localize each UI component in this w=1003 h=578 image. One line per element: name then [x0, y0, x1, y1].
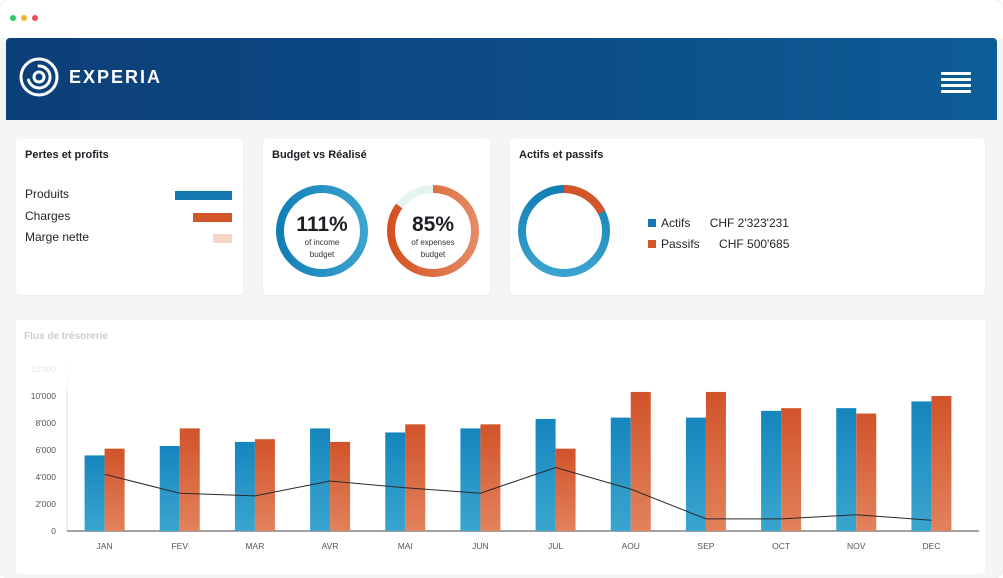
- bar-entrees-mai: [385, 432, 406, 531]
- x-tick-label: MAR: [245, 541, 264, 551]
- bar-sorties-oct: [781, 408, 802, 531]
- x-tick-label: AOU: [622, 541, 640, 551]
- x-tick-label: FEV: [171, 541, 188, 551]
- actifs-legend-swatch: [648, 219, 656, 227]
- bar-entrees-avr: [310, 428, 331, 531]
- bar-sorties-mai: [405, 424, 426, 531]
- actifs-legend: Actifs CHF 2'323'231: [648, 216, 789, 230]
- bar-entrees-fev: [159, 445, 180, 531]
- bar-sorties-avr: [330, 441, 351, 531]
- income-line2: budget: [309, 250, 335, 259]
- passifs-value: CHF 500'685: [719, 237, 790, 251]
- actifs-passifs-donut: [518, 185, 610, 277]
- window-maximize-dot[interactable]: [32, 15, 38, 21]
- x-tick-label: DEC: [922, 541, 940, 551]
- flux-header-fade: [16, 320, 985, 390]
- actifs-passifs-title: Actifs et passifs: [519, 149, 604, 161]
- expenses-donut-label: 85% of expenses budget: [388, 213, 478, 261]
- y-tick-label: 2'000: [35, 499, 56, 509]
- x-tick-label: AVR: [322, 541, 339, 551]
- income-line1: of income: [304, 238, 340, 247]
- y-tick-label: 6'000: [35, 445, 56, 455]
- income-donut-label: 111% of income budget: [282, 213, 362, 261]
- y-tick-label: 4'000: [35, 472, 56, 482]
- passifs-label: Passifs: [661, 237, 700, 251]
- marge-nette-bar: [213, 234, 232, 243]
- flux-title: Flux de trésorerie: [24, 331, 108, 342]
- brand-name[interactable]: EXPERIA: [69, 67, 163, 87]
- budget-title: Budget vs Réalisé: [272, 149, 367, 161]
- passifs-legend: Passifs CHF 500'685: [648, 237, 789, 251]
- window-minimize-dot[interactable]: [21, 15, 27, 21]
- bar-entrees-sep: [685, 417, 706, 531]
- solde-line: [104, 467, 932, 521]
- experia-logo-icon[interactable]: [18, 56, 60, 98]
- bar-sorties-fev: [179, 428, 200, 531]
- bar-sorties-nov: [856, 413, 877, 531]
- x-tick-label: OCT: [772, 541, 790, 551]
- x-tick-label: NOV: [847, 541, 866, 551]
- actifs-value: CHF 2'323'231: [709, 216, 789, 230]
- charges-bar: [193, 213, 232, 222]
- bar-entrees-jan: [84, 455, 105, 531]
- pertes-profits-card[interactable]: Pertes et profits Produits Charges Marge…: [16, 139, 243, 295]
- bar-entrees-oct: [761, 410, 782, 531]
- income-donut-arc[interactable]: [276, 185, 368, 277]
- flux-chart: 12'00010'0008'0006'0004'0002'0000JANFEVM…: [31, 360, 979, 551]
- bar-sorties-aou: [630, 391, 651, 531]
- income-pct: 111%: [296, 213, 348, 236]
- dashboard: Pertes et profits Produits Charges Marge…: [6, 120, 997, 578]
- bar-sorties-jul: [555, 448, 576, 531]
- bar-sorties-sep: [705, 391, 726, 531]
- expenses-pct: 85%: [411, 213, 455, 236]
- window-titlebar: [0, 0, 1003, 38]
- x-tick-label: SEP: [697, 541, 714, 551]
- charges-label: Charges: [25, 209, 71, 223]
- x-tick-label: JUN: [472, 541, 489, 551]
- app-header: EXPERIA: [6, 38, 997, 120]
- expenses-line1: of expenses: [411, 238, 455, 247]
- x-tick-label: JUL: [548, 541, 563, 551]
- actifs-label: Actifs: [661, 216, 691, 230]
- pertes-profits-title: Pertes et profits: [25, 149, 109, 161]
- bar-entrees-mar: [234, 441, 255, 531]
- x-tick-label: JAN: [97, 541, 113, 551]
- bar-sorties-jun: [480, 424, 501, 531]
- bar-entrees-aou: [610, 417, 631, 531]
- expenses-line2: budget: [420, 250, 446, 259]
- bar-entrees-dec: [911, 401, 932, 531]
- bar-sorties-mar: [254, 439, 275, 531]
- marge-nette-label: Marge nette: [25, 230, 90, 244]
- passifs-legend-swatch: [648, 240, 656, 248]
- produits-label: Produits: [25, 187, 70, 201]
- y-tick-label: 8'000: [35, 418, 56, 428]
- expenses-donut-arc[interactable]: [387, 185, 479, 277]
- bar-sorties-jan: [104, 448, 125, 531]
- produits-bar: [175, 191, 232, 200]
- budget-card[interactable]: Budget vs Réalisé 111% of income: [263, 139, 490, 295]
- bar-sorties-dec: [931, 396, 952, 531]
- x-tick-label: MAI: [398, 541, 413, 551]
- budget-donuts: [276, 185, 479, 277]
- actifs-passifs-card[interactable]: Actifs et passifs Actifs CHF 2'323'231 P…: [510, 139, 985, 295]
- menu-icon[interactable]: [941, 72, 971, 96]
- y-tick-label: 10'000: [31, 391, 57, 401]
- y-tick-label: 0: [51, 526, 56, 536]
- window-close-dot[interactable]: [10, 15, 16, 21]
- flux-tresorerie-card[interactable]: 12'00010'0008'0006'0004'0002'0000JANFEVM…: [16, 320, 985, 574]
- passifs-arc[interactable]: [518, 185, 610, 277]
- bar-entrees-jun: [460, 428, 481, 531]
- bar-entrees-nov: [836, 408, 857, 531]
- bar-entrees-jul: [535, 418, 556, 531]
